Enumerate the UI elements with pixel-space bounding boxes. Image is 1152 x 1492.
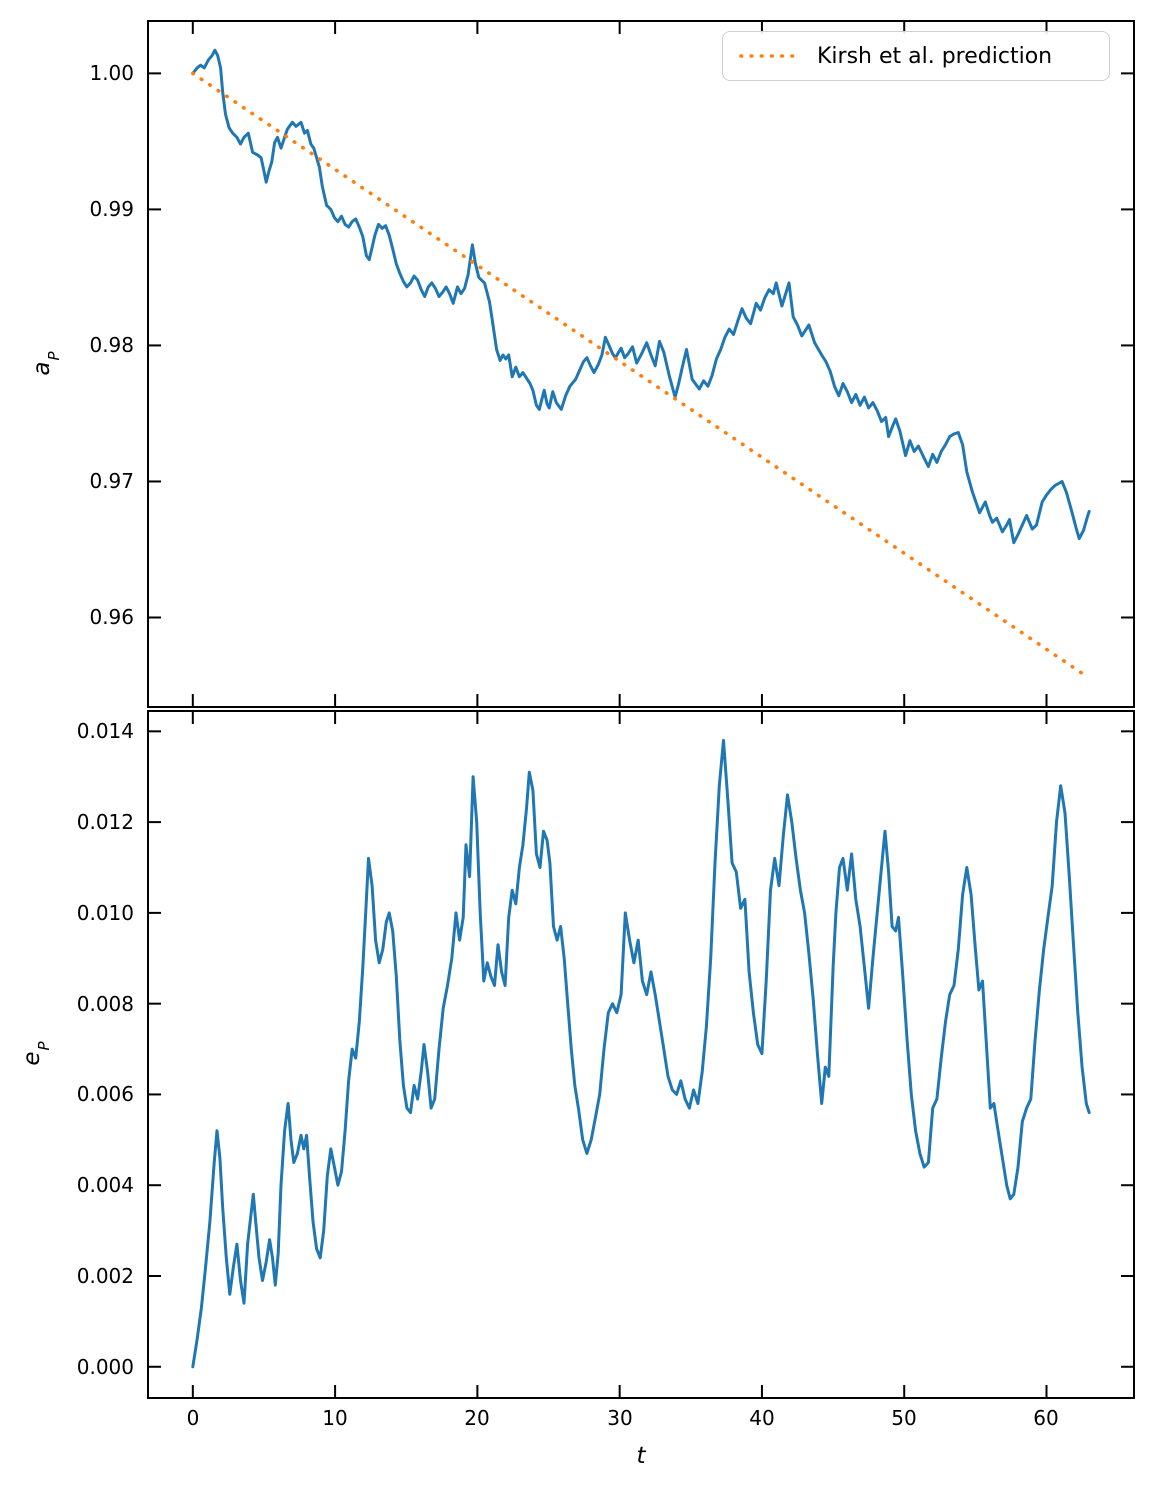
xtick-label: 30 <box>607 1406 633 1430</box>
xtick-label: 10 <box>322 1406 348 1430</box>
ytick-label-top: 0.97 <box>89 469 134 493</box>
ytick-label-bottom: 0.008 <box>76 992 134 1016</box>
legend: Kirsh et al. prediction <box>722 31 1110 81</box>
xtick-label: 40 <box>749 1406 775 1430</box>
ytick-label-top: 0.96 <box>89 605 134 629</box>
ytick-label-top: 1.00 <box>89 61 134 85</box>
series-e-p-simulation <box>191 738 1091 1369</box>
y-axis-label-bottom: eP <box>19 1041 53 1066</box>
ytick-label-bottom: 0.014 <box>76 719 134 743</box>
ytick-label-bottom: 0.006 <box>76 1082 134 1106</box>
series-a-p-simulation <box>191 48 1091 545</box>
ytick-label-bottom: 0.000 <box>76 1355 134 1379</box>
ytick-label-bottom: 0.012 <box>76 810 134 834</box>
panel-top-tick-marks <box>148 21 1134 707</box>
xtick-label: 20 <box>464 1406 490 1430</box>
ytick-label-bottom: 0.004 <box>76 1173 134 1197</box>
ytick-label-top: 0.98 <box>89 333 134 357</box>
x-axis-label: t <box>636 1443 646 1469</box>
xtick-label: 60 <box>1033 1406 1059 1430</box>
xtick-label: 50 <box>891 1406 917 1430</box>
ytick-label-top: 0.99 <box>89 197 134 221</box>
panel-top-spines <box>147 20 1135 708</box>
panel-bottom-tick-marks <box>148 711 1134 1398</box>
dotted-line-sample <box>739 54 799 58</box>
panel-bottom-spines <box>147 710 1135 1399</box>
ytick-label-bottom: 0.010 <box>76 901 134 925</box>
ytick-label-bottom: 0.002 <box>76 1264 134 1288</box>
series-kirsh-et-al-prediction <box>191 71 1084 676</box>
legend-label: Kirsh et al. prediction <box>817 43 1053 69</box>
y-axis-label-top: aP <box>29 351 63 376</box>
xtick-label: 0 <box>186 1406 200 1430</box>
